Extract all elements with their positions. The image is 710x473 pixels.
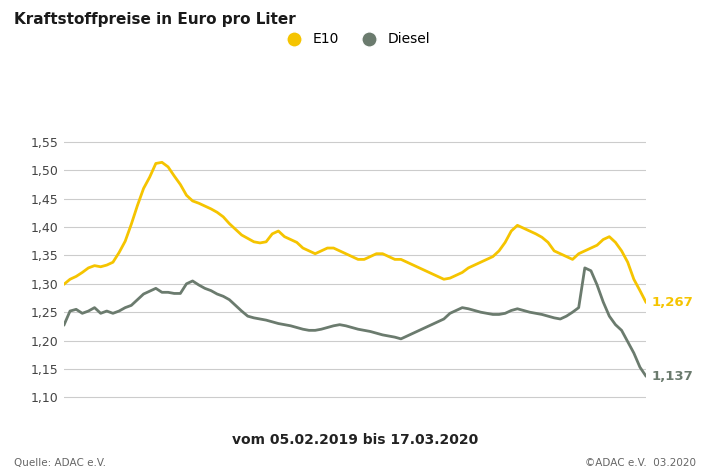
Text: vom 05.02.2019 bis 17.03.2020: vom 05.02.2019 bis 17.03.2020 <box>232 433 478 447</box>
Legend: E10, Diesel: E10, Diesel <box>275 27 435 52</box>
Text: Quelle: ADAC e.V.: Quelle: ADAC e.V. <box>14 458 106 468</box>
Text: ©ADAC e.V.  03.2020: ©ADAC e.V. 03.2020 <box>585 458 696 468</box>
Text: 1,267: 1,267 <box>652 296 694 309</box>
Text: Kraftstoffpreise in Euro pro Liter: Kraftstoffpreise in Euro pro Liter <box>14 12 296 27</box>
Text: 1,137: 1,137 <box>652 370 694 383</box>
